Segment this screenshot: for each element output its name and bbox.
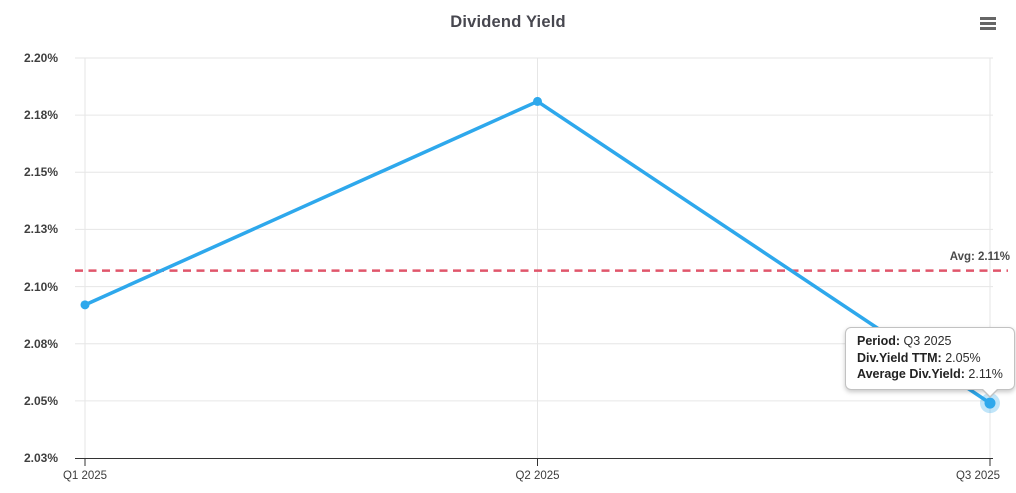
y-axis-label: 2.15% [23, 165, 58, 180]
x-axis-label: Q1 2025 [62, 470, 108, 482]
data-point-marker[interactable] [984, 397, 996, 409]
tooltip-row-value: Q3 2025 [903, 334, 952, 348]
avg-line-label: Avg: 2.11% [949, 251, 1010, 263]
y-axis-label: 2.05% [23, 393, 58, 408]
hamburger-icon [980, 21, 996, 25]
tooltip: Period: Q3 2025 Div.Yield TTM: 2.05% Ave… [845, 327, 1015, 397]
hamburger-icon [980, 26, 996, 30]
data-point-marker[interactable] [533, 96, 542, 106]
chart-context-menu-button[interactable] [978, 14, 998, 32]
tooltip-row: Average Div.Yield: 2.11% [857, 366, 1003, 383]
tooltip-row: Period: Q3 2025 [857, 333, 1003, 350]
y-axis-label: 2.13% [23, 222, 58, 237]
y-axis-label: 2.03% [23, 451, 58, 465]
tooltip-row-label: Div.Yield TTM: [857, 350, 942, 365]
y-axis-label: 2.18% [23, 108, 58, 123]
chart-title: Dividend Yield [450, 13, 566, 31]
tooltip-row-label: Period: [857, 334, 901, 348]
tooltip-row-label: Average Div.Yield: [857, 367, 965, 381]
y-axis-label: 2.08% [23, 336, 58, 351]
hamburger-icon [980, 16, 996, 20]
data-point-marker[interactable] [80, 300, 90, 310]
y-axis-label: 2.10% [23, 279, 58, 294]
x-axis-label: Q3 2025 [955, 470, 1001, 482]
y-axis-label: 2.20% [23, 51, 58, 65]
tooltip-row-value: 2.05% [945, 350, 981, 365]
tooltip-row: Div.Yield TTM: 2.05% [857, 350, 1003, 367]
tooltip-row-value: 2.11% [968, 367, 1003, 381]
x-axis-label: Q2 2025 [515, 470, 560, 482]
